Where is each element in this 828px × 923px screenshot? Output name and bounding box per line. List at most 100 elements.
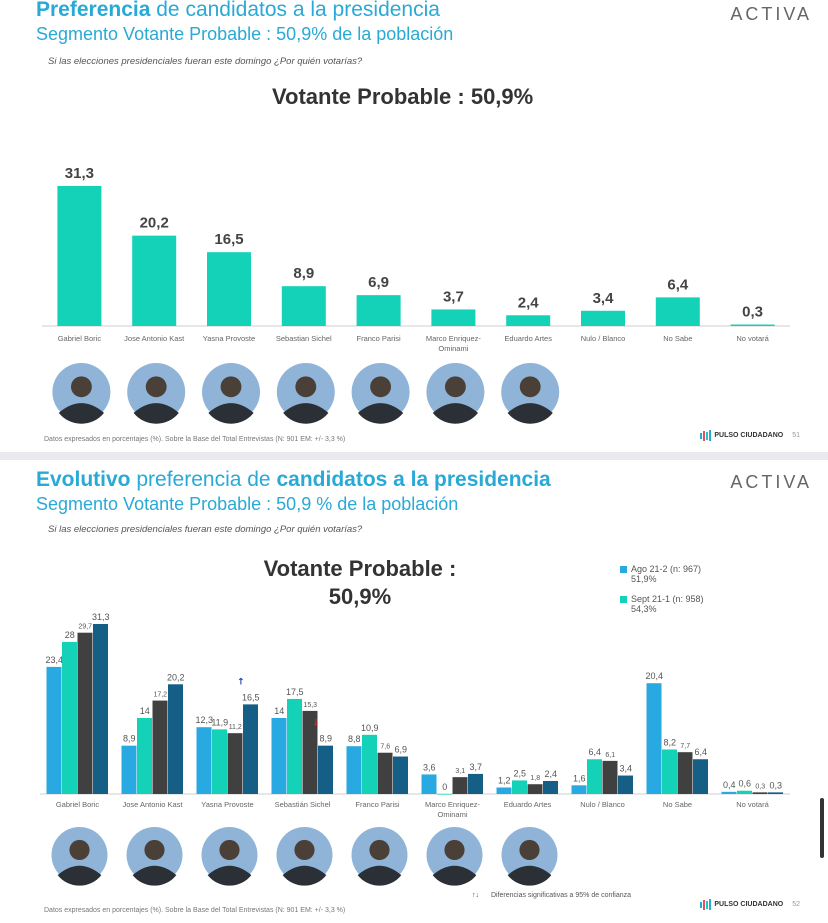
category-label-eduardo-artes: Eduardo Artes — [504, 800, 552, 809]
sig-up-icon: ↑ — [472, 892, 476, 899]
value-label-sebastian-sichel-series-0: 14 — [274, 706, 284, 716]
scrollbar[interactable] — [820, 798, 824, 858]
value-label-gabriel-boric-series-3: 31,3 — [92, 612, 110, 622]
portrait-body — [133, 403, 179, 424]
value-label-no-sabe-series-3: 6,4 — [694, 747, 707, 757]
slide-52: Evolutivo preferencia de candidatos a la… — [0, 460, 828, 923]
portrait-body — [507, 403, 553, 424]
portrait-body — [432, 865, 477, 886]
chart2-portrait-2 — [201, 827, 258, 886]
category-label-yasna-provoste: Yasna Provoste — [201, 800, 253, 809]
bar-sebastian-sichel-series-3 — [318, 745, 333, 794]
value-label-sebastian-sichel-series-2: 15,3 — [303, 702, 317, 709]
survey-question: Si las elecciones presidenciales fueran … — [48, 524, 363, 535]
legend-item-ago: Ago 21-2 (n: 967) 51,9% — [620, 564, 704, 584]
value-label-yasna-provoste: 16,5 — [214, 231, 243, 248]
value-label-eduardo-artes-series-1: 2,5 — [513, 768, 526, 778]
significance-up-icon-yasna-provoste: ↑ — [237, 677, 245, 687]
portrait-head — [144, 839, 165, 861]
value-label-gabriel-boric-series-1: 28 — [65, 630, 75, 640]
value-label-jose-antonio-kast-series-3: 20,2 — [167, 672, 185, 682]
page-number: 52 — [792, 901, 800, 908]
significance-note: ↑↓ Diferencias significativas a 95% de c… — [472, 892, 631, 899]
bar-marco-enriquez-ominami-series-1 — [437, 794, 452, 795]
title-bold: Preferencia — [36, 0, 151, 21]
bar-marco-enriquez-ominami-series-3 — [468, 773, 483, 794]
bar-jose-antonio-kast-series-3 — [168, 684, 183, 794]
bar-sebastian-sichel-series-2 — [302, 710, 318, 794]
value-label-franco-parisi-series-1: 10,9 — [361, 723, 379, 733]
value-label-nulo-blanco-series-1: 6,4 — [588, 747, 601, 757]
legend-swatch-sept — [620, 596, 627, 603]
bar-jose-antonio-kast-series-0 — [121, 745, 137, 794]
activa-logo: ACTIVA — [730, 472, 812, 492]
chart1-portrait-2 — [202, 363, 260, 424]
slide-51: Preferencia de candidatos a la presidenc… — [0, 0, 828, 452]
category-label-no-votara: No votará — [736, 800, 769, 809]
value-label-yasna-provoste-series-0: 12,3 — [195, 715, 213, 725]
value-label-franco-parisi-series-2: 7,6 — [380, 744, 390, 751]
portrait-head — [69, 839, 90, 861]
value-label-eduardo-artes-series-2: 1,8 — [530, 775, 540, 782]
portrait-head — [220, 376, 242, 398]
chart2-portrait-5 — [426, 827, 483, 886]
pulso-logo-icon — [700, 430, 712, 441]
page-title: Evolutivo preferencia de candidatos a la… — [36, 468, 551, 492]
bar-chart-preferencia: 31,3 Gabriel Boric 20,2 Jose Antonio Kast 16… — [42, 165, 790, 424]
portrait-body — [283, 403, 329, 424]
bar-no-sabe-series-0 — [646, 683, 662, 794]
category-label-marco-enriquez-ominami: Marco Enriquez- — [425, 800, 481, 809]
value-label-franco-parisi-series-3: 6,9 — [394, 745, 407, 755]
category-label-marco-enriquez-ominami-1: Ominami — [438, 344, 468, 353]
category-label-franco-parisi: Franco Parisi — [357, 334, 402, 343]
page-subtitle: Segmento Votante Probable : 50,9 % de la… — [36, 494, 459, 514]
category-label-sebastian-sichel: Sebastián Sichel — [275, 800, 331, 809]
chart1-portrait-1 — [127, 363, 186, 424]
portrait-head — [444, 839, 465, 861]
bar-franco-parisi-series-2 — [377, 752, 393, 794]
value-label-franco-parisi: 6,9 — [368, 274, 389, 291]
bar-no-sabe-series-1 — [662, 749, 677, 794]
pulso-ciudadano-logo: PULSO CIUDADANO 51 — [700, 430, 800, 441]
legend-label-sept: Sept 21-1 (n: 958) — [631, 594, 704, 604]
category-label-sebastian-sichel: Sebastian Sichel — [276, 334, 332, 343]
bar-nulo-blanco-series-1 — [587, 759, 602, 794]
bar-gabriel-boric-series-0 — [46, 666, 62, 794]
bar-marco-enriquez-ominami-series-0 — [421, 774, 437, 794]
bar-eduardo-artes-series-0 — [496, 787, 512, 794]
bar-no-sabe-series-2 — [677, 752, 693, 794]
value-label-marco-enriquez-ominami-series-0: 3,6 — [423, 762, 436, 772]
value-label-marco-enriquez-ominami-series-3: 3,7 — [469, 762, 482, 772]
bar-yasna-provoste-series-0 — [196, 727, 212, 794]
segment-label: Votante Probable : 50,9% — [272, 84, 534, 109]
portrait-body — [208, 403, 254, 424]
value-label-yasna-provoste-series-3: 16,5 — [242, 692, 260, 702]
bar-franco-parisi-series-3 — [393, 756, 408, 794]
bar-gabriel-boric-series-3 — [93, 624, 108, 794]
portrait-head — [519, 839, 540, 861]
chart2-portrait-1 — [126, 827, 183, 886]
category-label-eduardo-artes: Eduardo Artes — [504, 334, 552, 343]
chart1-portrait-4 — [351, 363, 410, 424]
category-label-nulo-blanco: Nulo / Blanco — [581, 334, 626, 343]
value-label-no-sabe-series-0: 20,4 — [645, 671, 663, 681]
category-label-jose-antonio-kast: Jose Antonio Kast — [124, 334, 185, 343]
bar-franco-parisi — [356, 295, 401, 326]
value-label-eduardo-artes: 2,4 — [518, 294, 540, 311]
value-label-sebastian-sichel: 8,9 — [293, 265, 314, 282]
title-rest: candidatos a la presidencia — [276, 468, 551, 491]
bar-yasna-provoste-series-3 — [243, 704, 258, 794]
activa-logo: ACTIVA — [730, 4, 812, 24]
value-label-no-votara-series-3: 0,3 — [769, 780, 782, 790]
value-label-gabriel-boric-series-0: 23,4 — [45, 655, 63, 665]
bar-eduardo-artes-series-3 — [543, 780, 558, 794]
category-label-gabriel-boric: Gabriel Boric — [56, 800, 100, 809]
value-label-eduardo-artes-series-3: 2,4 — [544, 769, 557, 779]
footnote: Datos expresados en porcentajes (%). Sob… — [44, 907, 346, 914]
bar-gabriel-boric-series-2 — [77, 632, 93, 794]
portrait-body — [282, 865, 327, 886]
title-mid: preferencia de — [136, 468, 271, 491]
bar-nulo-blanco-series-2 — [602, 760, 618, 794]
bar-gabriel-boric-series-1 — [62, 641, 77, 794]
value-label-no-votara-series-0: 0,4 — [723, 780, 736, 790]
